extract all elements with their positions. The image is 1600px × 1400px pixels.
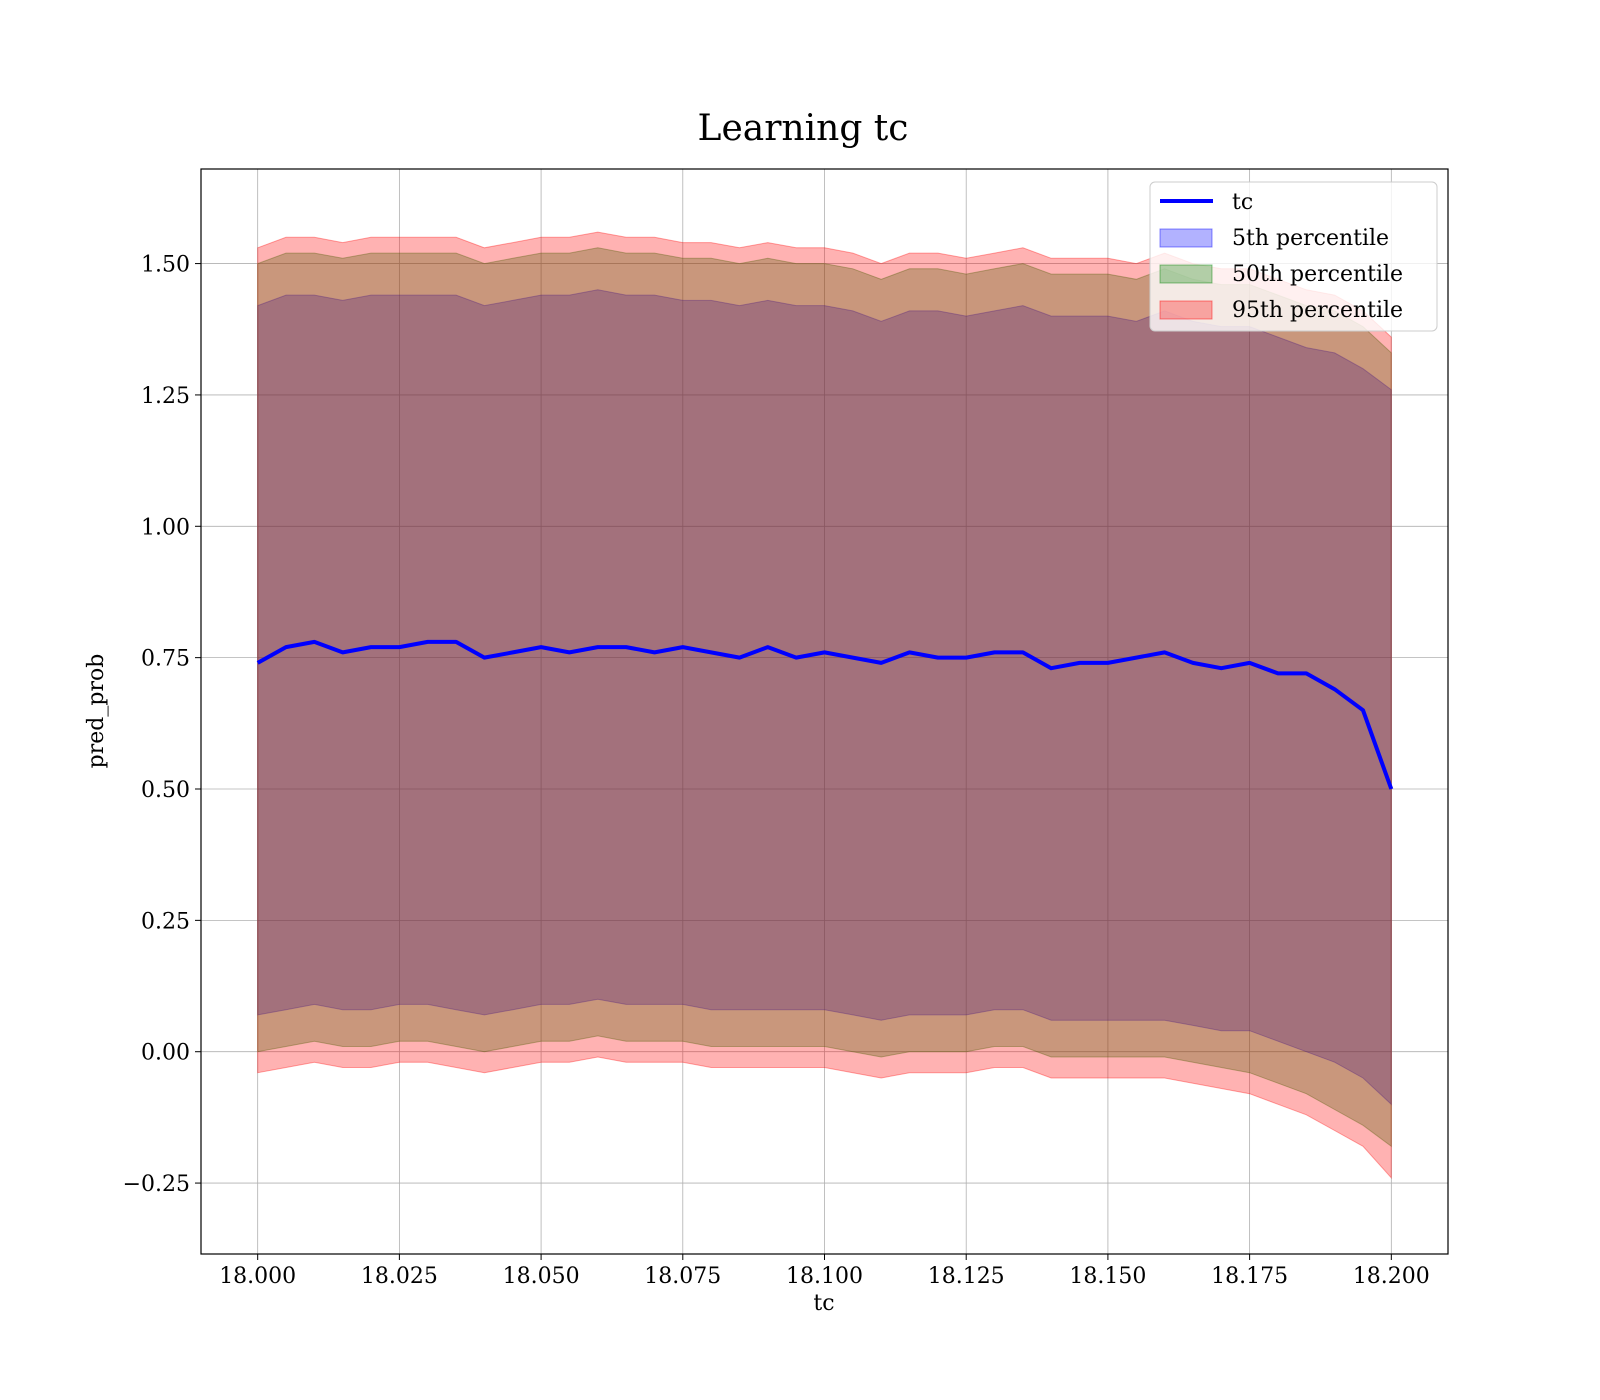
x-axis-label: tc: [813, 1291, 834, 1316]
legend-label: 95th percentile: [1232, 298, 1403, 323]
x-tick-label: 18.150: [1069, 1264, 1146, 1289]
legend-swatch: [1159, 228, 1213, 248]
legend-swatch: [1159, 300, 1213, 320]
y-tick-label: 1.00: [141, 515, 190, 540]
bands: [257, 231, 1392, 1180]
legend: tc 5th percentile 50th percentile 95th perc…: [1149, 181, 1438, 332]
x-tick-label: 18.100: [786, 1264, 863, 1289]
legend-label: 50th percentile: [1232, 262, 1403, 287]
y-tick-label: 0.25: [141, 909, 190, 934]
legend-swatch: [1159, 264, 1213, 284]
grid: [201, 169, 1448, 1254]
band-95th-percentile: [257, 231, 1392, 1180]
y-tick-label: 1.25: [141, 384, 190, 409]
x-tick-label: 18.000: [219, 1264, 296, 1289]
y-axis: −0.25 0.00 0.25 0.50 0.75 1.00 1.25 1.50: [123, 253, 201, 1197]
x-tick-label: 18.125: [928, 1264, 1005, 1289]
y-axis-label: pred_prob: [84, 654, 109, 769]
chart-title: Learning tc: [698, 108, 909, 149]
x-tick-label: 18.050: [503, 1264, 580, 1289]
line-tc: [256, 639, 1394, 790]
legend-label: 5th percentile: [1232, 226, 1389, 251]
y-tick-label: 0.75: [141, 647, 190, 672]
x-tick-label: 18.075: [644, 1264, 721, 1289]
y-tick-label: 0.50: [141, 778, 190, 803]
y-tick-label: 1.50: [141, 253, 190, 278]
legend-box: [1149, 181, 1438, 332]
band-5th-percentile: [257, 289, 1392, 1106]
line-layer: [256, 639, 1394, 790]
x-axis: 18.000 18.025 18.050 18.075 18.100 18.125 18.1…: [219, 1254, 1430, 1289]
x-tick-label: 18.175: [1211, 1264, 1288, 1289]
band-50th-percentile: [257, 247, 1392, 1148]
legend-label: tc: [1232, 190, 1253, 215]
x-tick-label: 18.025: [361, 1264, 438, 1289]
y-tick-label: −0.25: [123, 1172, 190, 1197]
y-tick-label: 0.00: [141, 1041, 190, 1066]
x-tick-label: 18.200: [1353, 1264, 1430, 1289]
